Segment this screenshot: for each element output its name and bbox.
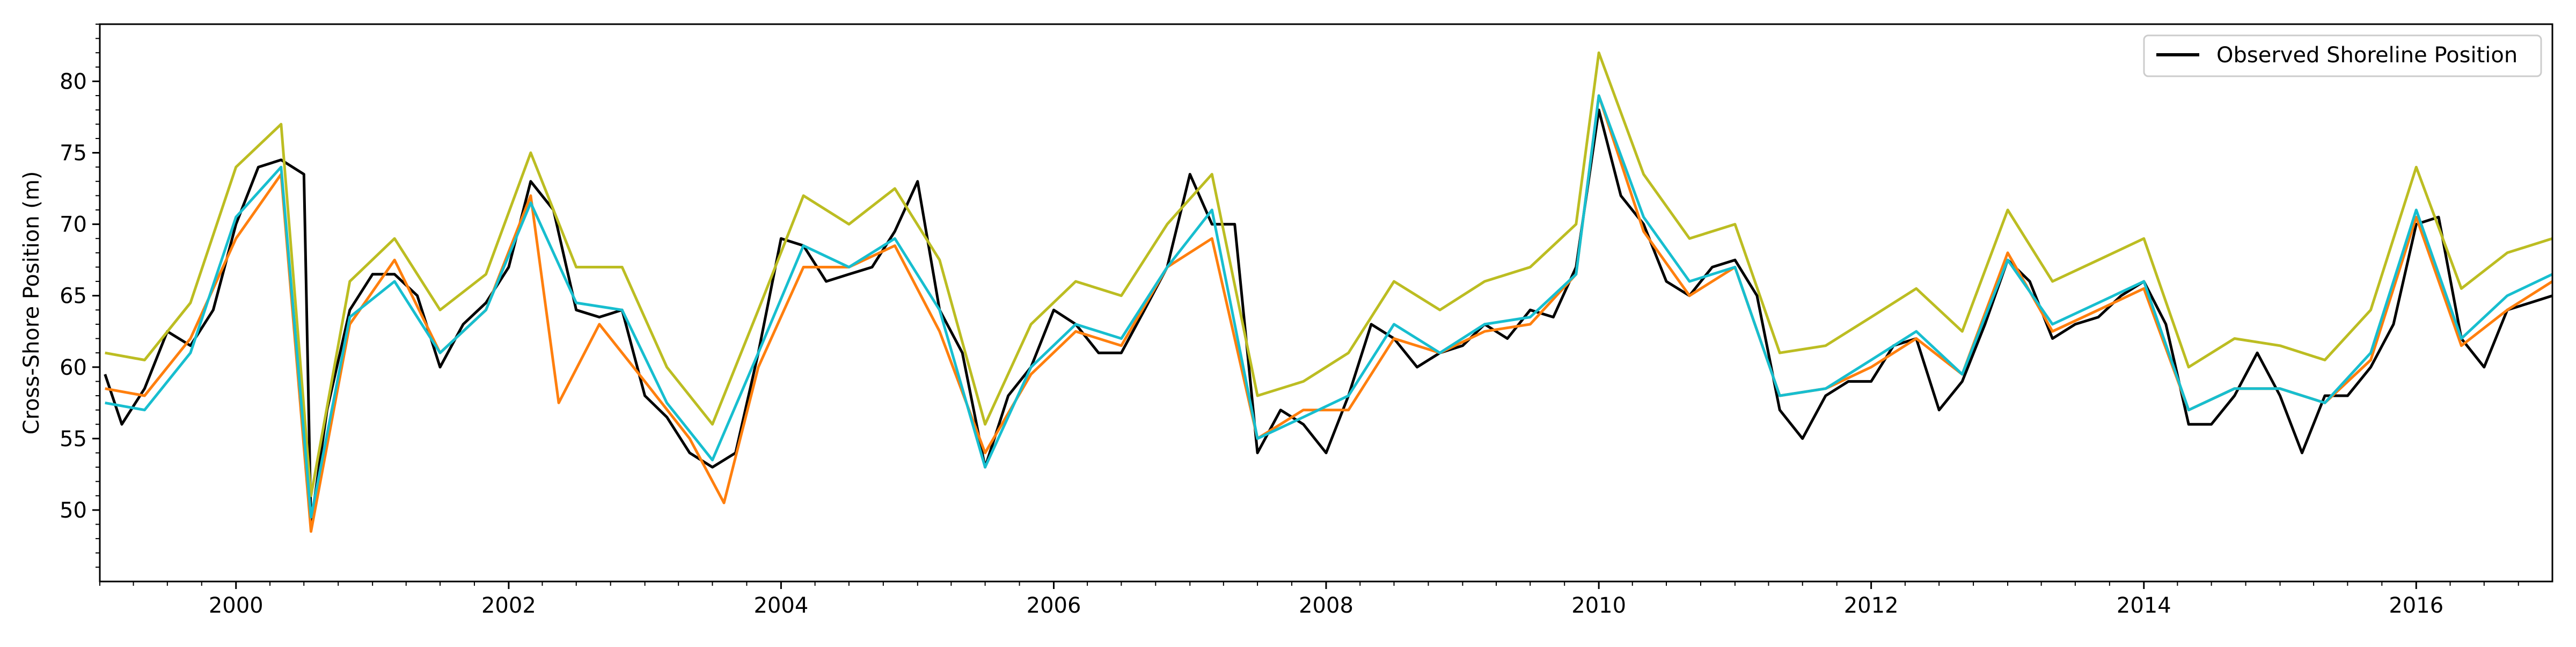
legend: Observed Shoreline Position: [2143, 34, 2542, 77]
series-line-model-3: [105, 94, 2553, 519]
y-axis-label: Cross-Shore Position (m): [19, 171, 44, 435]
y-tick-label-60: 60: [60, 355, 87, 380]
series-layer: [104, 51, 2553, 533]
series-line-model-1: [105, 94, 2553, 533]
x-tick-label-2004: 2004: [753, 593, 808, 618]
series-line-observed: [104, 108, 2553, 526]
y-tick-label-75: 75: [60, 141, 87, 166]
y-tick-label-55: 55: [60, 427, 87, 452]
legend-box: [2143, 34, 2542, 77]
x-tick-label-2010: 2010: [1571, 593, 1626, 618]
x-tick-label-2012: 2012: [1844, 593, 1899, 618]
series-line-model-2: [105, 51, 2553, 497]
y-axis: 50 55 60 65 70 75 80: [60, 24, 100, 568]
x-tick-label-2008: 2008: [1299, 593, 1353, 618]
plot-frame: [99, 23, 2553, 583]
legend-label-observed: Observed Shoreline Position: [2216, 43, 2518, 68]
x-tick-label-2006: 2006: [1027, 593, 1081, 618]
y-tick-label-80: 80: [60, 69, 87, 94]
y-tick-label-50: 50: [60, 498, 87, 523]
x-tick-label-2014: 2014: [2117, 593, 2171, 618]
x-axis: 2000 2002 2004 2006 2008 2010 2012 2014 2016: [99, 581, 2519, 618]
x-tick-label-2000: 2000: [209, 593, 264, 618]
x-tick-label-2002: 2002: [481, 593, 536, 618]
y-tick-label-65: 65: [60, 284, 87, 309]
x-tick-label-2016: 2016: [2389, 593, 2443, 618]
y-tick-label-70: 70: [60, 213, 87, 237]
